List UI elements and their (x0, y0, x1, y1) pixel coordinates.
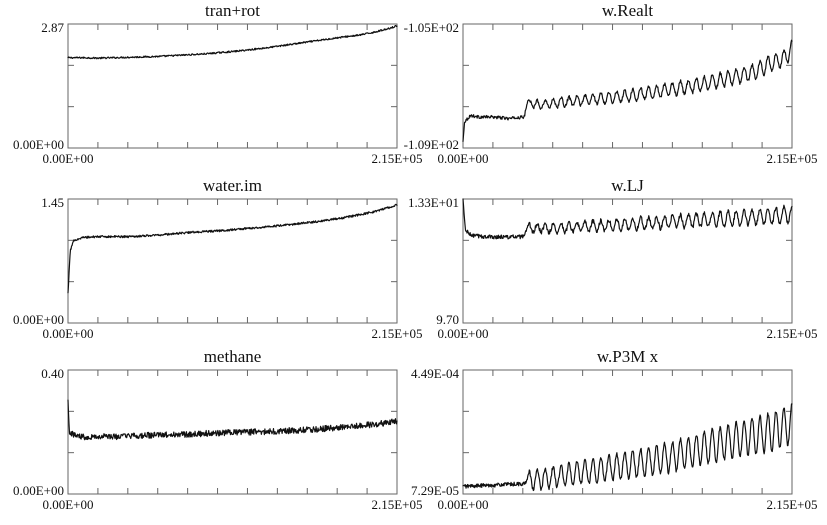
data-series-line (67, 203, 398, 294)
x-axis-min-label: 0.00E+00 (437, 497, 488, 512)
x-axis-min-label: 0.00E+00 (42, 497, 93, 512)
y-axis-min-label: 0.00E+00 (13, 312, 64, 327)
x-axis-max-label: 2.15E+05 (766, 497, 817, 512)
x-axis-max-label: 2.15E+05 (371, 151, 422, 166)
x-axis-max-label: 2.15E+05 (766, 326, 817, 341)
chart-panel-w-lj: w.LJ 1.33E+01 9.700.00E+00 2.15E+05 (408, 176, 818, 341)
plot-frame (462, 369, 793, 495)
chart-panel-methane: methane 0.40 0.00E+000.00E+00 2.15E+05 (13, 347, 423, 512)
y-axis-min-label: 7.29E-05 (411, 483, 459, 498)
y-axis-min-label: 0.00E+00 (13, 483, 64, 498)
y-axis-min-label: 0.00E+00 (13, 137, 64, 152)
chart-title-w-realt: w.Realt (602, 1, 654, 20)
plot-frame (462, 198, 793, 324)
chart-title-tran-rot: tran+rot (205, 1, 260, 20)
x-axis-max-label: 2.15E+05 (371, 326, 422, 341)
x-axis-max-label: 2.15E+05 (766, 151, 817, 166)
y-axis-max-label: 2.87 (41, 20, 64, 35)
y-axis-max-label: 0.40 (41, 366, 64, 381)
y-axis-min-label: -1.09E+02 (404, 137, 459, 152)
y-axis-max-label: -1.05E+02 (404, 20, 459, 35)
y-axis-max-label: 1.33E+01 (408, 195, 459, 210)
plot-frame (67, 23, 398, 149)
data-series-line (67, 24, 398, 60)
y-axis-max-label: 4.49E-04 (411, 366, 460, 381)
x-axis-max-label: 2.15E+05 (371, 497, 422, 512)
x-axis-min-label: 0.00E+00 (42, 151, 93, 166)
y-axis-min-label: 9.70 (436, 312, 459, 327)
x-axis-min-label: 0.00E+00 (437, 326, 488, 341)
chart-panel-w-p3m-x: w.P3M x 4.49E-04 7.29E-050.00E+00 2.15E+05 (411, 347, 818, 512)
chart-title-w-p3m-x: w.P3M x (597, 347, 659, 366)
chart-title-methane: methane (204, 347, 262, 366)
plot-frame (67, 198, 398, 324)
chart-panel-tran-rot: tran+rot 2.87 0.00E+000.00E+00 2.15E+05 (13, 1, 423, 166)
data-series-line (462, 403, 793, 492)
x-axis-min-label: 0.00E+00 (42, 326, 93, 341)
y-axis-max-label: 1.45 (41, 195, 64, 210)
data-series-line (67, 399, 398, 441)
chart-panel-water-im: water.im 1.45 0.00E+000.00E+00 2.15E+05 (13, 176, 423, 341)
chart-title-w-lj: w.LJ (611, 176, 644, 195)
plot-frame (67, 369, 398, 495)
chart-panel-w-realt: w.Realt -1.05E+02 -1.09E+020.00E+00 2.15E+0… (404, 1, 818, 166)
data-series-line (462, 198, 793, 240)
plot-frame (462, 23, 793, 149)
data-series-line (462, 39, 793, 142)
x-axis-min-label: 0.00E+00 (437, 151, 488, 166)
chart-title-water-im: water.im (203, 176, 262, 195)
